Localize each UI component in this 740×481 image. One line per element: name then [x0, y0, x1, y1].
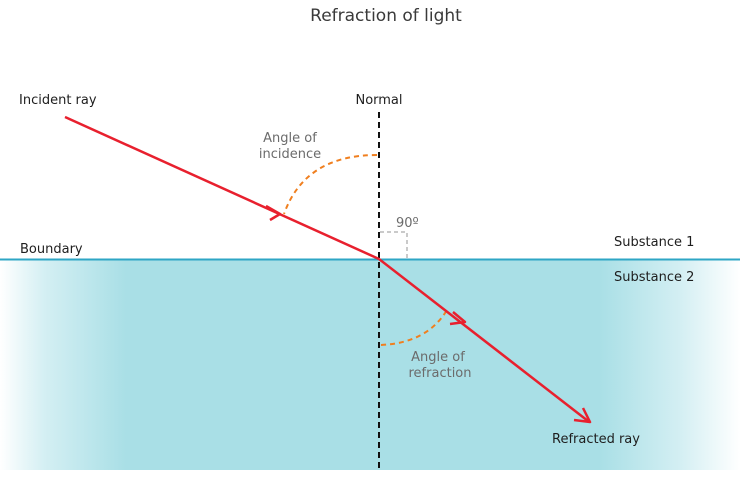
right-angle-marker [380, 231, 408, 259]
right-angle-label: 90º [396, 216, 419, 231]
angle-of-incidence-label-line1: Angle of [263, 131, 317, 146]
refracted-ray-label: Refracted ray [552, 432, 640, 447]
incident-ray-label: Incident ray [19, 93, 97, 108]
refracted-ray-end-arrowhead [573, 407, 592, 424]
angle-of-refraction-label-line2: refraction [409, 366, 472, 381]
angle-of-refraction-label-line1: Angle of [411, 350, 465, 365]
refracted-ray-mid-arrowhead [449, 311, 467, 326]
angle-of-incidence-arc [283, 154, 378, 215]
substance-2-region [0, 259, 740, 470]
diagram-title: Refraction of light [310, 6, 462, 26]
angle-of-refraction-arc [380, 309, 448, 346]
angle-of-incidence-label-line2: incidence [259, 147, 321, 162]
substance-1-label: Substance 1 [614, 235, 694, 250]
boundary-label: Boundary [20, 242, 83, 257]
refracted-ray [378, 258, 589, 422]
substance-2-label: Substance 2 [614, 270, 694, 285]
incident-ray [64, 115, 380, 261]
incident-ray-arrowhead [265, 204, 282, 222]
normal-label: Normal [355, 93, 402, 108]
